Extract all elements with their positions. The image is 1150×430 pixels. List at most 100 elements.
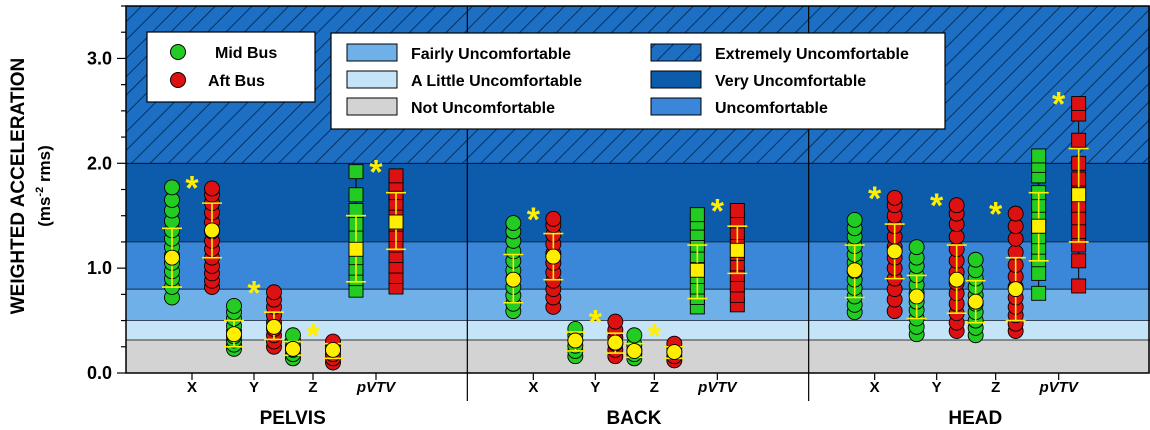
mid-bus-mean-marker: [626, 343, 643, 359]
zone-legend-swatch-fairly-uncomfortable: [346, 43, 398, 62]
aft-bus-mean-marker: [266, 318, 282, 335]
significance-star: *: [527, 201, 541, 239]
mid-bus-point: [626, 327, 643, 344]
aft-bus-mean-marker: [545, 248, 562, 265]
zone-legend-swatch-very-uncomfortable: [650, 70, 702, 89]
x-tick-label: Y: [249, 379, 259, 396]
x-tick-label: Y: [590, 379, 600, 396]
x-tick-label: pVTV: [356, 379, 397, 396]
significance-star: *: [247, 274, 261, 312]
x-tick-label: Z: [308, 379, 317, 396]
aft-bus-point: [266, 284, 282, 301]
group-label: HEAD: [948, 408, 1002, 429]
zone-legend-box: [330, 32, 946, 130]
zone-legend-label-extremely-uncomfortable: Extremely Uncomfortable: [715, 46, 909, 63]
significance-star: *: [369, 154, 383, 192]
mid-bus-point: [226, 297, 242, 314]
mid-bus-point: [689, 207, 705, 223]
comfort-zone-legend: Fairly Uncomfortable Extremely Uncomforta…: [330, 32, 946, 130]
zone-legend-label-fairly-uncomfortable: Fairly Uncomfortable: [411, 46, 571, 63]
significance-star: *: [989, 196, 1003, 234]
aft-bus-point: [545, 210, 562, 227]
aft-bus-mean-marker: [729, 242, 745, 258]
aft-bus-point: [1071, 278, 1087, 294]
zone-legend-swatch-not-uncomfortable: [346, 97, 398, 116]
significance-star: *: [185, 169, 199, 207]
aft-bus-point: [607, 313, 624, 330]
mid-bus-point: [348, 187, 364, 203]
mid-bus-point: [1031, 285, 1047, 301]
significance-star: *: [1052, 86, 1066, 124]
mid-bus-point: [505, 215, 522, 232]
mid-bus-point: [348, 164, 364, 180]
aft-bus-point: [1007, 205, 1024, 222]
aft-bus-mean-marker: [204, 222, 220, 239]
mid-bus-point: [164, 179, 180, 196]
y-tick-label: 2.0: [87, 153, 112, 173]
aft-bus-point: [1071, 132, 1087, 148]
aft-bus-mean-marker: [886, 243, 903, 260]
aft-bus-mean-marker: [1007, 281, 1024, 298]
aft-bus-point: [388, 168, 404, 184]
y-axis-label: WEIGHTED ACCELERATION: [8, 58, 29, 315]
x-tick-label: Z: [991, 379, 1000, 396]
zone-legend-label-uncomfortable: Uncomfortable: [715, 100, 828, 117]
mid-bus-mean-marker: [908, 288, 925, 305]
y-tick-label: 3.0: [87, 48, 112, 68]
mid-bus-mean-marker: [348, 241, 364, 257]
aft-bus-mean-marker: [948, 271, 965, 288]
mid-bus-mean-marker: [967, 293, 984, 310]
mid-bus-mean-marker: [285, 340, 301, 357]
x-tick-label: X: [528, 379, 538, 396]
mid-bus-mean-marker: [505, 271, 522, 288]
mid-bus-point: [967, 251, 984, 268]
zone-legend-label-not-uncomfortable: Not Uncomfortable: [411, 100, 555, 117]
series-legend-box: [146, 31, 316, 103]
mid-bus-point: [846, 211, 863, 228]
x-tick-label: Z: [650, 379, 659, 396]
group-label: PELVIS: [260, 408, 326, 429]
aft-bus-mean-marker: [325, 341, 341, 358]
aft-bus-point: [948, 197, 965, 214]
zone-band-uncomfortable: [126, 241, 1150, 290]
mid-bus-legend-marker: [170, 44, 186, 60]
y-tick-label: 0.0: [87, 363, 112, 383]
y-axis: 0.0 1.0 2.0 3.0: [87, 5, 126, 383]
mid-bus-mean-marker: [1031, 218, 1047, 234]
zone-legend-swatch-a-little-uncomfortable: [346, 70, 398, 89]
significance-star: *: [930, 187, 944, 225]
x-tick-label: pVTV: [697, 379, 738, 396]
aft-bus-point: [204, 180, 220, 197]
aft-bus-point: [1071, 253, 1087, 269]
x-tick-label: X: [870, 379, 880, 396]
mid-bus-mean-marker: [567, 332, 584, 349]
aft-bus-mean-marker: [607, 334, 624, 351]
significance-star: *: [711, 192, 725, 230]
zone-band-very-uncomfortable: [126, 163, 1150, 242]
y-tick-label: 1.0: [87, 258, 112, 278]
mid-bus-mean-marker: [689, 262, 705, 278]
x-tick-label: Y: [932, 379, 942, 396]
y-axis-unit: (ms-2 rms): [34, 145, 54, 227]
significance-star: *: [306, 317, 320, 355]
aft-bus-point: [729, 203, 745, 218]
y-axis-title: WEIGHTED ACCELERATION (ms-2 rms): [8, 58, 54, 315]
mid-bus-legend-label: Mid Bus: [215, 45, 277, 62]
aft-bus-legend-marker: [170, 72, 186, 88]
significance-star: *: [589, 304, 603, 342]
zone-legend-label-very-uncomfortable: Very Uncomfortable: [715, 73, 866, 90]
mid-bus-point: [285, 327, 301, 344]
x-tick-label: pVTV: [1038, 379, 1079, 396]
mid-bus-point: [908, 239, 925, 256]
data-marks: * * * * * * * * * * * *: [162, 86, 1089, 371]
aft-bus-mean-marker: [1071, 187, 1087, 203]
zone-legend-swatch-extremely-uncomfortable: [650, 43, 702, 62]
series-legend: Mid Bus Aft Bus: [146, 31, 316, 103]
zone-legend-swatch-uncomfortable: [650, 97, 702, 116]
zone-legend-label-a-little-uncomfortable: A Little Uncomfortable: [411, 73, 582, 90]
aft-bus-point: [1071, 96, 1087, 111]
aft-bus-mean-marker: [666, 344, 683, 360]
aft-bus-mean-marker: [388, 214, 404, 230]
